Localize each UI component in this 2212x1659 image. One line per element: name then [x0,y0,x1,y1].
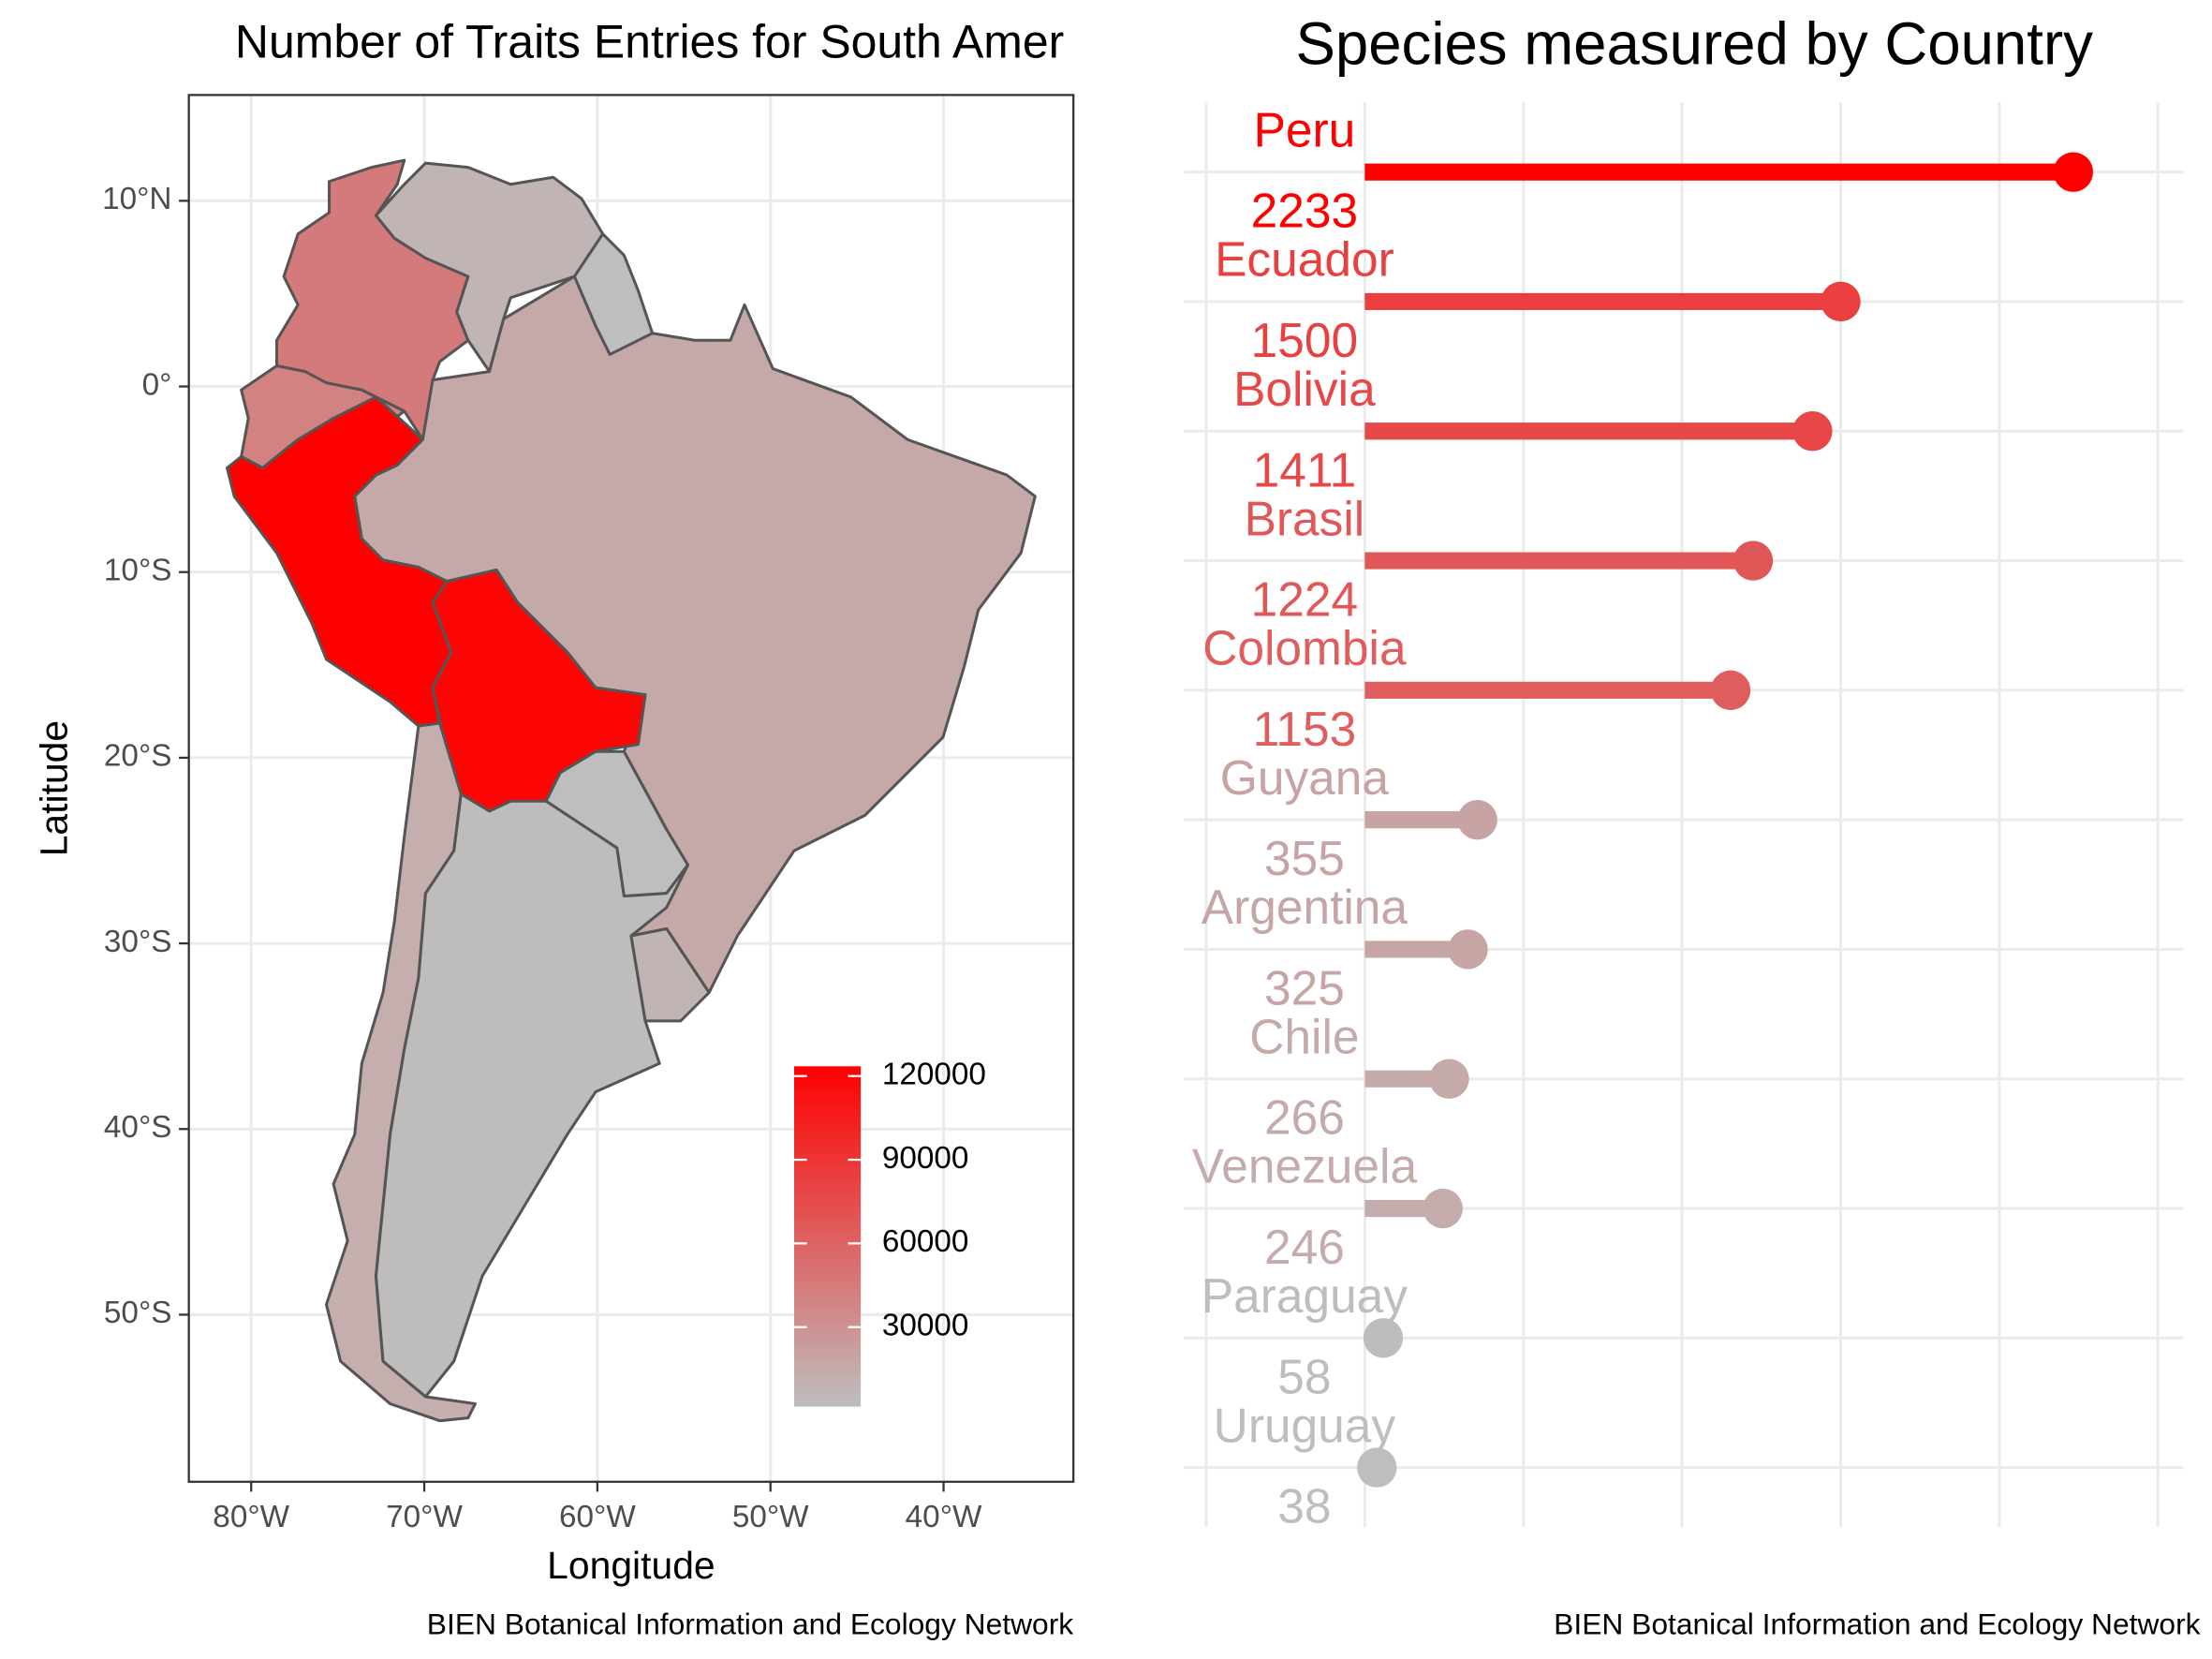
dot [1710,670,1751,711]
dot [1423,1188,1463,1229]
y-tick-label: 10°S [104,554,172,588]
x-tick-label: 80°W [213,1500,289,1534]
dot [1448,929,1488,970]
legend-label: 60000 [882,1224,969,1259]
panel-border [187,94,1075,1483]
x-tick-label: 60°W [559,1500,636,1534]
value-label: 38 [1277,1479,1331,1533]
y-tick-label: 30°S [104,925,172,959]
value-label: 1224 [1251,572,1358,627]
y-tick-label: 20°S [104,739,172,774]
dot [1363,1318,1404,1358]
value-label: 1411 [1253,442,1357,496]
dot [1429,1059,1469,1099]
value-label: 266 [1264,1090,1345,1145]
y-tick-label: 40°S [104,1110,172,1145]
category-label: Ecuador [1215,232,1394,287]
category-label: Bolivia [1233,362,1376,416]
value-label: 246 [1264,1220,1345,1274]
value-label: 355 [1264,831,1345,885]
y-tick-label: 50°S [104,1296,172,1330]
dot [1457,799,1497,840]
value-label: 1153 [1253,702,1357,756]
category-label: Colombia [1202,621,1407,675]
region [374,792,689,1399]
category-label: Peru [1254,102,1356,156]
category-label: Venezuela [1192,1139,1418,1193]
dot [1357,1447,1397,1488]
category-label: Brasil [1245,491,1365,545]
caption: BIEN Botanical Information and Ecology N… [1554,1607,2200,1641]
dot [2053,152,2094,192]
map-title: Number of Traits Entries for South Amer [235,16,1064,68]
x-axis-label: Longitude [547,1544,715,1587]
legend-label: 30000 [882,1308,969,1342]
x-tick-label: 50°W [732,1500,809,1534]
y-tick-label: 10°N [102,182,171,216]
x-tick-label: 70°W [386,1500,463,1534]
value-label: 1500 [1251,313,1358,367]
value-label: 2233 [1251,184,1358,238]
category-label: Chile [1249,1009,1359,1063]
category-label: Uruguay [1214,1398,1396,1452]
dot [1733,541,1774,581]
legend-bar [793,1066,862,1407]
x-tick-label: 40°W [906,1500,982,1534]
dot [1821,281,1861,322]
legend-label: 90000 [882,1141,969,1176]
value-label: 325 [1264,960,1345,1015]
category-label: Paraguay [1202,1268,1408,1323]
caption: BIEN Botanical Information and Ecology N… [427,1607,1073,1641]
category-label: Guyana [1220,750,1390,805]
region [629,926,711,1023]
legend-label: 120000 [882,1058,986,1092]
category-label: Argentina [1202,880,1408,934]
value-label: 58 [1277,1349,1331,1403]
y-axis-label: Latitude [33,720,76,856]
dot [1792,411,1833,452]
chart-title: Species measured by Country [1295,10,2093,77]
y-tick-label: 0° [142,367,172,402]
